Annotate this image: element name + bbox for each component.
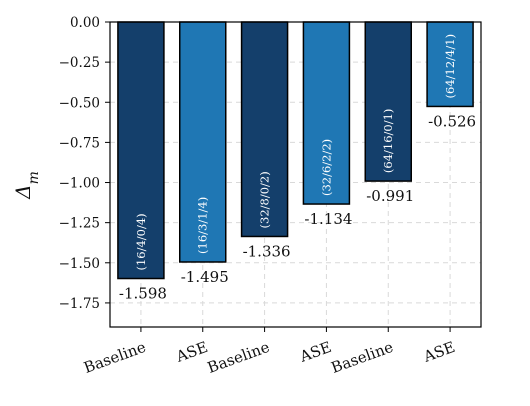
labels: 0.00 −0.25 −0.50 −0.75 −1.00 −1.25 −1.50 −1.75 -… bbox=[59, 15, 476, 377]
value-label: -1.598 bbox=[119, 285, 167, 303]
axes bbox=[105, 21, 482, 332]
bar-annotation: (32/8/0/2) bbox=[258, 171, 272, 228]
y-axis-label-subscript: m bbox=[26, 171, 42, 184]
bar-annotation: (64/16/0/1) bbox=[381, 109, 395, 174]
bar-2 bbox=[240, 21, 289, 238]
bar-4 bbox=[364, 21, 412, 182]
y-axis-label-base: Δ bbox=[11, 184, 35, 199]
x-tick-label: Baseline bbox=[205, 338, 272, 377]
y-tick-label: −0.75 bbox=[59, 135, 100, 151]
y-tick-label: −0.50 bbox=[59, 95, 100, 111]
x-tick-label: ASE bbox=[297, 338, 334, 366]
bar-0 bbox=[117, 21, 165, 280]
value-label: -0.526 bbox=[428, 112, 476, 130]
y-tick-label: −1.50 bbox=[59, 256, 100, 272]
grid-lines bbox=[110, 21, 481, 327]
y-tick-label: −1.75 bbox=[59, 296, 100, 312]
y-axis-label: Δm bbox=[11, 171, 42, 200]
value-label: -1.495 bbox=[181, 268, 229, 286]
bar-annotation: (32/6/2/2) bbox=[319, 139, 333, 196]
value-label: -1.336 bbox=[243, 242, 291, 260]
y-tick-label: 0.00 bbox=[70, 15, 100, 31]
x-tick-label: ASE bbox=[420, 338, 457, 366]
x-tick-label: Baseline bbox=[81, 338, 148, 377]
plot-frame bbox=[109, 21, 482, 328]
y-tick-label: −1.00 bbox=[59, 176, 100, 192]
bar-annotation: (16/4/0/4) bbox=[134, 213, 148, 270]
bar-annotation: (64/12/4/1) bbox=[443, 34, 457, 99]
bar-1 bbox=[179, 21, 227, 263]
bars bbox=[117, 21, 474, 280]
y-tick-label: −0.25 bbox=[59, 55, 100, 71]
value-label: -1.134 bbox=[304, 210, 352, 228]
y-tick-label: −1.25 bbox=[59, 216, 100, 232]
value-label: -0.991 bbox=[366, 187, 414, 205]
bar-annotation: (16/3/1/4) bbox=[196, 197, 210, 254]
x-tick-label: ASE bbox=[173, 338, 210, 366]
x-tick-label: Baseline bbox=[329, 338, 396, 377]
